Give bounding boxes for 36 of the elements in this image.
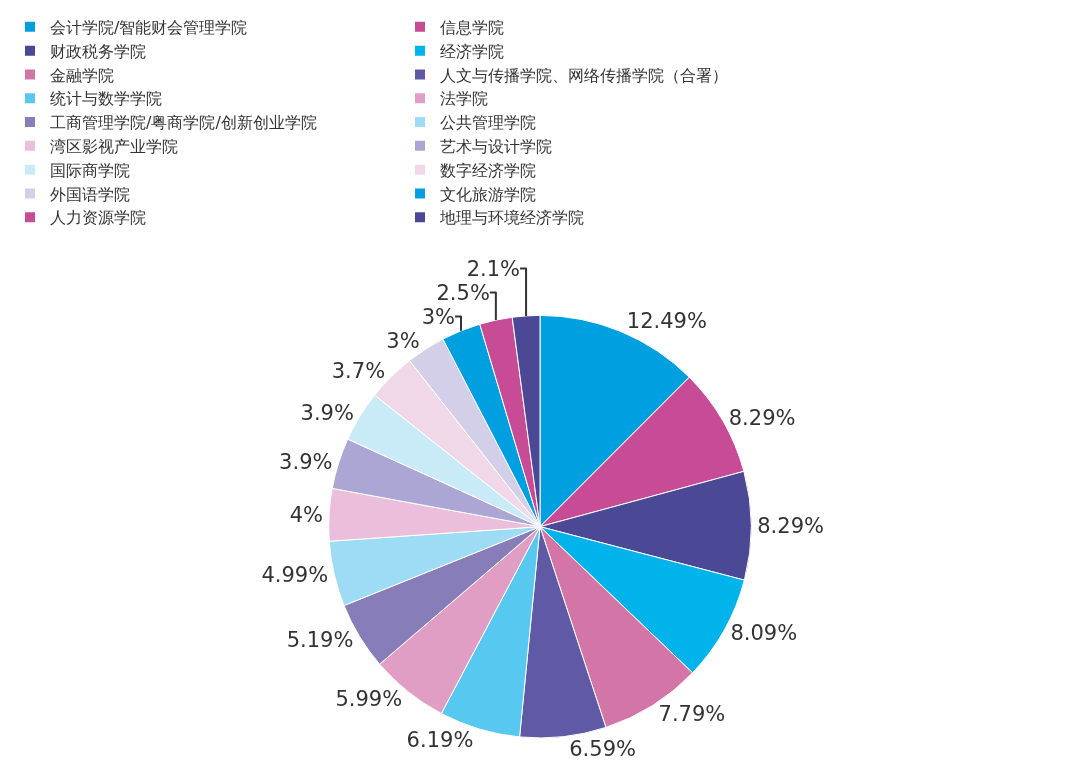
data-label: 8.09% [730, 620, 798, 645]
legend-label: 人力资源学院 [50, 208, 146, 228]
legend-label: 财政税务学院 [50, 41, 146, 61]
legend-label: 湾区影视产业学院 [50, 137, 178, 157]
legend-label: 会计学院/智能财会管理学院 [50, 18, 248, 38]
data-label: 4% [289, 502, 324, 527]
legend-label: 文化旅游学院 [440, 184, 536, 204]
data-label: 7.79% [658, 702, 726, 727]
data-label: 3.9% [279, 450, 333, 475]
data-label: 8.29% [757, 513, 824, 538]
legend-label: 艺术与设计学院 [440, 137, 552, 157]
data-label: 5.99% [335, 687, 403, 712]
legend-label: 人文与传播学院、网络传播学院（合署） [440, 65, 728, 85]
data-label: 3.7% [331, 358, 386, 383]
legend-label: 工商管理学院/粤商学院/创新创业学院 [50, 113, 317, 133]
legend-label: 经济学院 [440, 41, 504, 61]
legend-label: 金融学院 [50, 65, 114, 85]
legend-label: 信息学院 [440, 18, 504, 38]
data-label: 4.99% [261, 562, 329, 587]
data-label: 3% [421, 304, 455, 329]
data-label: 6.59% [569, 736, 636, 761]
legend-label: 法学院 [440, 89, 488, 109]
data-label: 2.1% [466, 256, 521, 281]
data-label: 5.19% [286, 627, 354, 652]
legend-label: 统计与数学学院 [50, 89, 162, 109]
data-label: 3.9% [300, 401, 354, 426]
data-label: 12.49% [626, 309, 707, 334]
legend-label: 数字经济学院 [440, 160, 536, 180]
data-label: 3% [386, 328, 420, 353]
data-label: 6.19% [406, 728, 474, 753]
legend-label: 外国语学院 [50, 184, 130, 204]
data-label: 2.5% [436, 280, 490, 305]
legend-label: 公共管理学院 [440, 113, 536, 133]
legend-label: 地理与环境经济学院 [439, 208, 584, 228]
legend-label: 国际商学院 [50, 160, 130, 180]
data-label: 8.29% [728, 405, 796, 430]
